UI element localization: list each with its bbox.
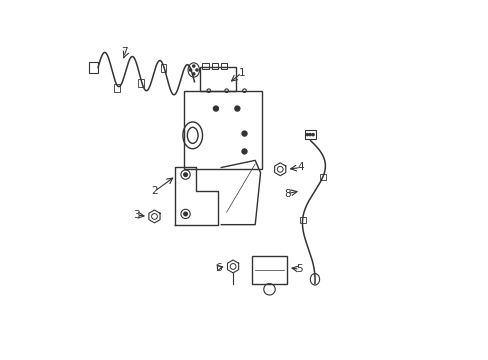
Circle shape bbox=[242, 131, 246, 136]
Bar bbox=[161, 64, 166, 72]
Ellipse shape bbox=[187, 127, 198, 143]
Circle shape bbox=[183, 212, 187, 216]
Text: 5: 5 bbox=[296, 264, 303, 274]
Text: 1: 1 bbox=[238, 68, 244, 78]
Text: 2: 2 bbox=[151, 186, 158, 197]
Circle shape bbox=[305, 134, 308, 136]
Circle shape bbox=[234, 106, 240, 111]
Bar bbox=[114, 84, 120, 92]
Circle shape bbox=[311, 134, 313, 136]
Circle shape bbox=[213, 106, 218, 111]
Bar bbox=[299, 217, 305, 223]
Bar bbox=[305, 130, 315, 139]
Bar bbox=[221, 63, 227, 69]
Text: 6: 6 bbox=[215, 262, 222, 273]
Bar bbox=[251, 256, 287, 284]
Text: 8: 8 bbox=[284, 189, 290, 199]
Circle shape bbox=[308, 134, 311, 136]
Circle shape bbox=[192, 65, 194, 67]
Circle shape bbox=[242, 149, 246, 154]
Bar bbox=[183, 91, 262, 169]
Circle shape bbox=[196, 69, 198, 71]
Bar bbox=[89, 62, 98, 73]
Bar bbox=[320, 174, 325, 180]
Circle shape bbox=[189, 69, 191, 71]
Bar bbox=[138, 79, 144, 87]
Circle shape bbox=[183, 173, 187, 176]
Text: 3: 3 bbox=[133, 210, 140, 220]
Bar bbox=[202, 63, 208, 69]
Bar bbox=[200, 67, 235, 91]
Circle shape bbox=[192, 73, 194, 75]
Text: 4: 4 bbox=[297, 162, 304, 172]
Text: 7: 7 bbox=[122, 47, 128, 57]
Bar bbox=[211, 63, 218, 69]
